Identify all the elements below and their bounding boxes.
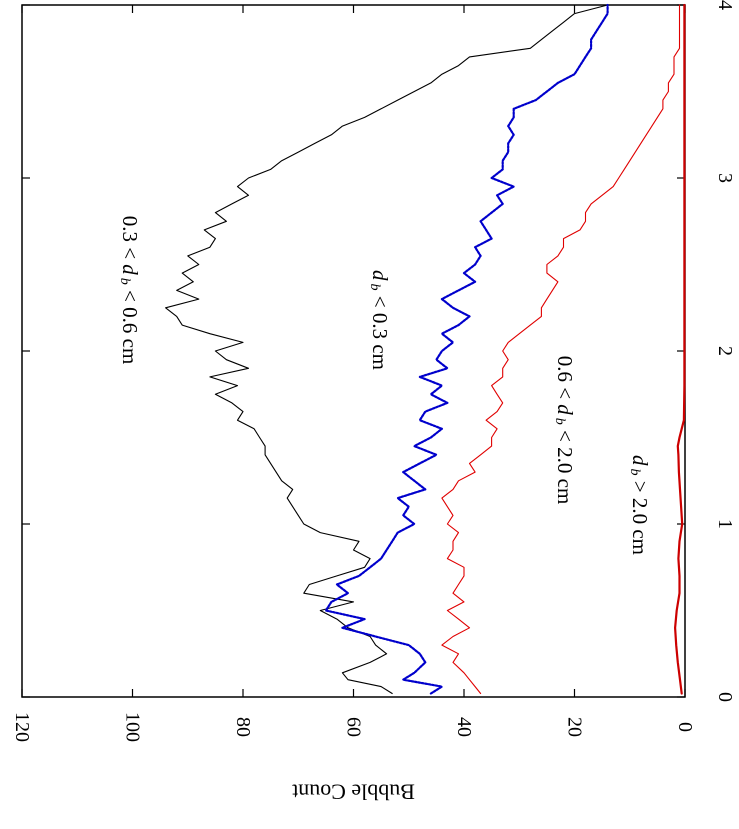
series-line-0 xyxy=(165,4,609,695)
count-tick-label: 120 xyxy=(11,712,33,742)
series-label-text: 0.3 < xyxy=(118,216,142,265)
series-label-text: > 2.0 cm xyxy=(628,476,652,556)
series-line-1 xyxy=(324,3,609,695)
series-label-3: db > 2.0 cm xyxy=(628,455,653,555)
series-line-2 xyxy=(441,4,681,695)
series-label-symbol: d xyxy=(368,270,392,281)
series-label-symbol: d xyxy=(553,404,577,415)
series-label-1: db < 0.3 cm xyxy=(368,270,393,370)
series-label-text: < 0.3 cm xyxy=(368,291,392,371)
count-axis-title: Bubble Count xyxy=(292,780,415,805)
series-label-0: 0.3 < db < 0.6 cm xyxy=(118,216,143,365)
series-label-text: < 0.6 cm xyxy=(118,285,142,365)
series-label-text: 0.6 < xyxy=(553,356,577,405)
count-tick-label: 40 xyxy=(453,717,475,737)
count-tick-label: 0 xyxy=(674,722,696,732)
count-tick-label: 100 xyxy=(122,712,144,742)
series-label-subscript: b xyxy=(553,418,568,425)
series-line-3 xyxy=(673,3,686,695)
count-tick-label: 80 xyxy=(232,717,254,737)
position-tick-label: 3 xyxy=(714,173,736,183)
count-tick-label: 60 xyxy=(343,717,365,737)
series-label-symbol: d xyxy=(628,455,652,466)
series-label-subscript: b xyxy=(118,278,133,285)
series-label-2: 0.6 < db < 2.0 cm xyxy=(553,356,578,505)
position-tick-label: 4 xyxy=(714,0,736,10)
series-label-text: < 2.0 cm xyxy=(553,425,577,505)
position-tick-label: 2 xyxy=(714,346,736,356)
position-tick-label: 1 xyxy=(714,519,736,529)
count-tick-label: 20 xyxy=(564,717,586,737)
series-lines-layer xyxy=(165,3,686,695)
position-tick-label: 0 xyxy=(714,692,736,702)
series-label-subscript: b xyxy=(628,469,643,476)
axes-layer: 0 20 40 60 80 100 120 0 1 2 3 4 Bubble Count xyxy=(11,0,736,805)
series-label-subscript: b xyxy=(368,284,383,291)
series-label-symbol: d xyxy=(118,264,142,275)
